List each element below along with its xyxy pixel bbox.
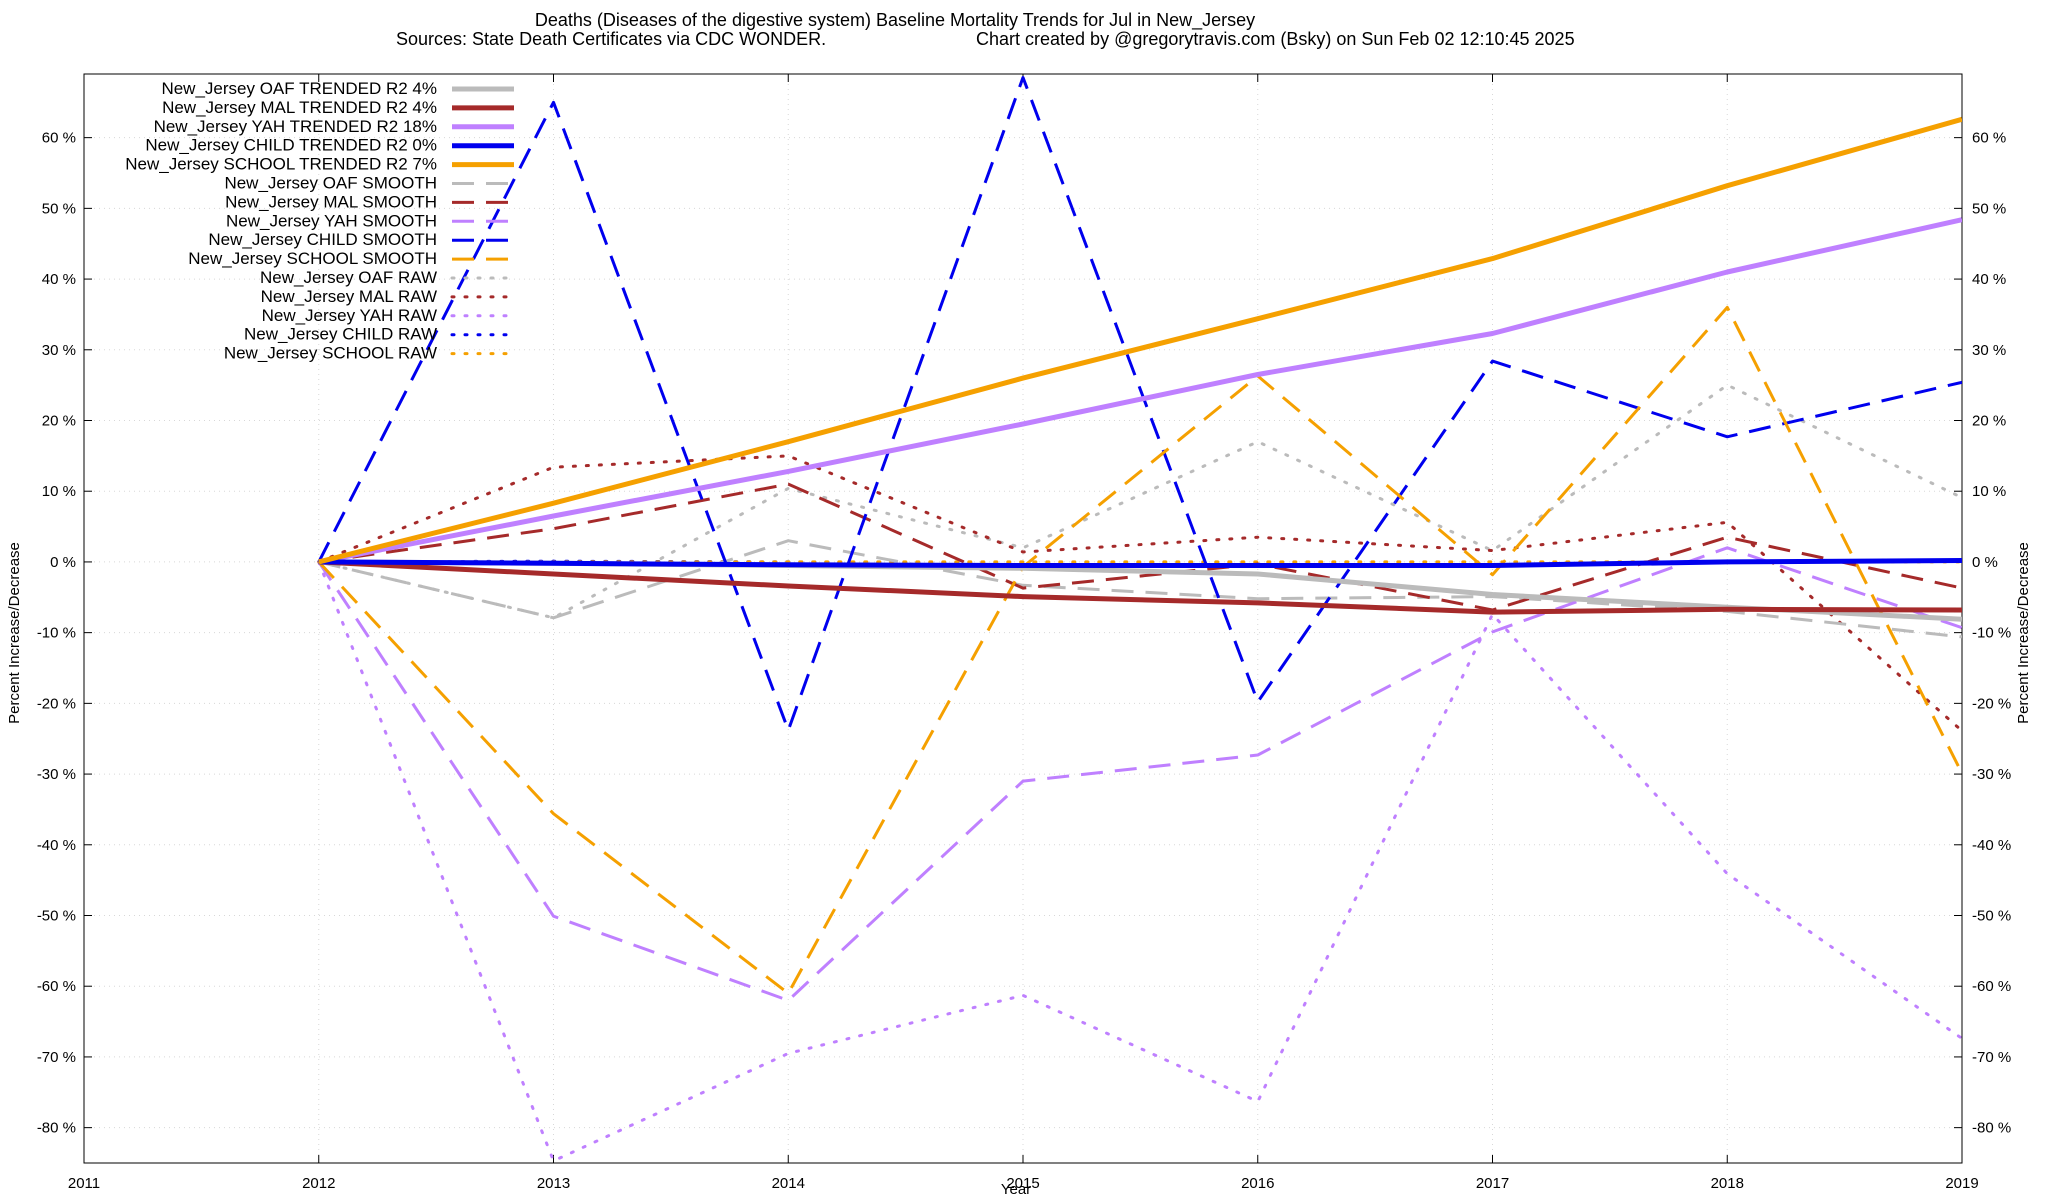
legend-label: New_Jersey OAF SMOOTH [224, 174, 437, 193]
series-line-7 [317, 546, 1962, 1002]
y-tick-label-left: 0 % [50, 554, 76, 571]
y-tick-label-right: -20 % [1972, 695, 2011, 712]
y-tick-label-right: 30 % [1972, 342, 2006, 359]
y-axis-label-right: Percent Increase/Decrease [2015, 542, 2032, 724]
chart-credit: Chart created by @gregorytravis.com (Bsk… [976, 29, 1575, 49]
series-line-4 [318, 116, 1962, 565]
legend-label: New_Jersey MAL RAW [261, 287, 437, 306]
y-tick-label-left: 50 % [42, 200, 76, 217]
legend-label: New_Jersey OAF RAW [260, 268, 437, 287]
x-tick-label: 2013 [537, 1175, 570, 1192]
legend-label: New_Jersey MAL SMOOTH [225, 192, 437, 211]
y-axis-label-left: Percent Increase/Decrease [6, 542, 23, 724]
y-tick-label-left: -80 % [37, 1120, 76, 1137]
y-tick-label-right: 40 % [1972, 271, 2006, 288]
y-tick-label-left: 60 % [42, 130, 76, 147]
x-tick-label: 2011 [68, 1175, 100, 1192]
legend-label: New_Jersey SCHOOL RAW [224, 344, 437, 363]
y-tick-label-right: 60 % [1972, 130, 2006, 147]
legend-label: New_Jersey CHILD RAW [244, 325, 437, 344]
series-line-12 [317, 560, 1962, 1163]
y-tick-label-right: -50 % [1972, 908, 2011, 925]
legend-label: New_Jersey CHILD SMOOTH [208, 230, 437, 249]
y-tick-label-left: -10 % [37, 625, 76, 642]
series [317, 76, 1962, 1163]
y-tick-label-right: -70 % [1972, 1049, 2011, 1066]
y-tick-label-right: 10 % [1972, 483, 2006, 500]
legend-label: New_Jersey YAH SMOOTH [226, 211, 437, 230]
legend-label: New_Jersey CHILD TRENDED R2 0% [145, 136, 437, 155]
y-tick-label-left: 40 % [42, 271, 76, 288]
y-tick-label-right: -80 % [1972, 1120, 2011, 1137]
series-line-3 [318, 558, 1962, 568]
series-line-11 [317, 454, 1962, 733]
x-tick-label: 2018 [1711, 1175, 1744, 1192]
x-axis-label: Year [1001, 1181, 1031, 1198]
legend-label: New_Jersey SCHOOL TRENDED R2 7% [125, 155, 437, 174]
axis-ticks: 2011 2012 2013 2014 2015 2016 2017 2018 2019 60 %… [37, 74, 2011, 1192]
y-tick-label-left: 30 % [42, 342, 76, 359]
y-tick-label-left: -50 % [37, 908, 76, 925]
y-tick-label-left: -40 % [37, 837, 76, 854]
legend-label: New_Jersey YAH RAW [262, 306, 437, 325]
y-tick-label-right: 20 % [1972, 413, 2006, 430]
series-line-5 [318, 539, 1962, 639]
y-tick-label-left: -20 % [37, 695, 76, 712]
y-tick-label-right: 0 % [1972, 554, 1998, 571]
series-line-8 [317, 76, 1962, 732]
x-tick-label: 2012 [302, 1175, 335, 1192]
x-tick-label: 2017 [1476, 1175, 1509, 1192]
series-line-2 [318, 217, 1962, 565]
y-tick-label-right: -10 % [1972, 625, 2011, 642]
series-line-6 [318, 482, 1962, 612]
y-tick-label-left: -70 % [37, 1049, 76, 1066]
x-tick-label: 2015 [1006, 1175, 1039, 1192]
y-tick-label-left: 10 % [42, 483, 76, 500]
legend: New_Jersey OAF TRENDED R2 4%New_Jersey M… [125, 79, 516, 363]
legend-label: New_Jersey YAH TRENDED R2 18% [154, 117, 437, 136]
y-tick-label-left: 20 % [42, 413, 76, 430]
chart-sources: Sources: State Death Certificates via CD… [396, 29, 826, 49]
series-line-10 [317, 383, 1962, 620]
y-tick-label-right: -40 % [1972, 837, 2011, 854]
x-tick-label: 2019 [1945, 1175, 1978, 1192]
y-tick-label-right: -60 % [1972, 978, 2011, 995]
y-tick-label-left: -30 % [37, 766, 76, 783]
series-line-1 [318, 559, 1962, 615]
chart-title: Deaths (Diseases of the digestive system… [535, 10, 1255, 31]
y-tick-label-right: -30 % [1972, 766, 2011, 783]
x-tick-label: 2014 [772, 1175, 805, 1192]
legend-label: New_Jersey MAL TRENDED R2 4% [162, 98, 437, 117]
legend-label: New_Jersey OAF TRENDED R2 4% [161, 79, 437, 98]
series-line-9 [317, 305, 1962, 995]
y-tick-label-right: 50 % [1972, 200, 2006, 217]
legend-label: New_Jersey SCHOOL SMOOTH [188, 249, 437, 268]
y-tick-label-left: -60 % [37, 978, 76, 995]
x-tick-label: 2016 [1241, 1175, 1274, 1192]
